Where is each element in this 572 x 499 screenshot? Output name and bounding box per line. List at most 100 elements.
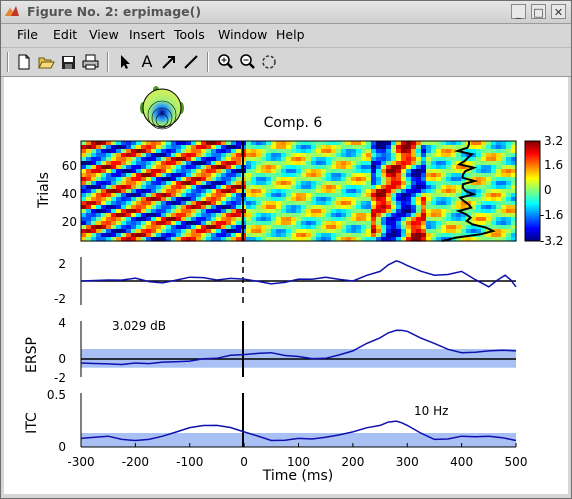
heatmap-cell <box>481 177 487 182</box>
heatmap-cell <box>491 217 497 222</box>
heatmap-cell <box>181 145 187 150</box>
heatmap-cell <box>356 217 362 222</box>
itc-tick-label: 0.5 <box>47 388 66 402</box>
heatmap-cell <box>471 157 477 162</box>
heatmap-cell <box>181 173 187 178</box>
title-bar[interactable]: Figure No. 2: erpimage() _ □ ✕ <box>1 1 571 24</box>
heatmap-cell <box>221 229 227 234</box>
heatmap-cell <box>436 193 442 198</box>
heatmap-cell <box>426 177 432 182</box>
heatmap-cell <box>411 153 417 158</box>
heatmap-cell <box>401 225 407 230</box>
zoom-in-icon[interactable] <box>215 52 235 72</box>
rotate-icon[interactable] <box>259 52 279 72</box>
heatmap-cell <box>381 237 387 242</box>
heatmap-cell <box>496 229 502 234</box>
heatmap-cell <box>306 189 312 194</box>
heatmap-cell <box>261 205 267 210</box>
heatmap-cell <box>86 197 92 202</box>
insert-text-icon[interactable]: A <box>141 52 153 71</box>
x-tick-label: 400 <box>450 455 473 469</box>
heatmap-cell <box>201 197 207 202</box>
insert-line-icon[interactable] <box>181 52 201 72</box>
heatmap-cell <box>381 201 387 206</box>
heatmap-cell <box>401 233 407 238</box>
heatmap-cell <box>351 237 357 242</box>
heatmap-cell <box>91 225 97 230</box>
print-icon[interactable] <box>80 52 100 72</box>
heatmap-cell <box>266 177 272 182</box>
open-folder-icon[interactable] <box>36 52 56 72</box>
menu-edit[interactable]: Edit <box>53 27 78 42</box>
heatmap-cell <box>291 217 297 222</box>
heatmap-cell <box>96 173 102 178</box>
heatmap-cell <box>506 237 512 242</box>
heatmap-cell <box>231 225 237 230</box>
minimize-button[interactable]: _ <box>511 4 526 19</box>
select-arrow-icon[interactable] <box>115 52 135 72</box>
heatmap-cell <box>486 181 492 186</box>
heatmap-cell <box>336 233 342 238</box>
heatmap-cell <box>321 185 327 190</box>
heatmap-cell <box>356 233 362 238</box>
heatmap-cell <box>291 145 297 150</box>
maximize-button[interactable]: □ <box>531 4 546 19</box>
menu-help[interactable]: Help <box>276 27 305 42</box>
heatmap-cell <box>486 217 492 222</box>
heatmap-cell <box>226 153 232 158</box>
menu-tools[interactable]: Tools <box>174 27 205 42</box>
heatmap-cell <box>86 141 92 146</box>
heatmap-cell <box>386 177 392 182</box>
heatmap-cell <box>366 221 372 226</box>
heatmap-cell <box>176 153 182 158</box>
heatmap-cell <box>276 221 282 226</box>
heatmap-cell <box>371 237 377 242</box>
heatmap-cell <box>356 185 362 190</box>
heatmap-cell <box>466 157 472 162</box>
heatmap-cell <box>236 229 242 234</box>
heatmap-cell <box>421 189 427 194</box>
heatmap-cell <box>346 213 352 218</box>
heatmap-cell <box>361 161 367 166</box>
heatmap-cell <box>426 237 432 242</box>
menu-view[interactable]: View <box>89 27 119 42</box>
insert-arrow-icon[interactable] <box>159 52 179 72</box>
heatmap-cell <box>221 225 227 230</box>
menu-file[interactable]: File <box>17 27 38 42</box>
heatmap-cell <box>441 213 447 218</box>
close-button[interactable]: ✕ <box>551 4 566 19</box>
heatmap-cell <box>476 173 482 178</box>
heatmap-cell <box>336 173 342 178</box>
heatmap-cell <box>91 169 97 174</box>
heatmap-cell <box>496 209 502 214</box>
heatmap-cell <box>331 221 337 226</box>
heatmap-cell <box>511 185 517 190</box>
heatmap-cell <box>356 153 362 158</box>
heatmap-cell <box>346 161 352 166</box>
heatmap-cell <box>361 145 367 150</box>
heatmap-cell <box>491 221 497 226</box>
menu-window[interactable]: Window <box>218 27 268 42</box>
heatmap-cell <box>296 165 302 170</box>
heatmap-cell <box>146 181 152 186</box>
heatmap-cell <box>346 193 352 198</box>
heatmap-cell <box>311 237 317 242</box>
heatmap-cell <box>456 161 462 166</box>
save-icon[interactable] <box>58 52 78 72</box>
heatmap-cell <box>191 237 197 242</box>
heatmap-cell <box>436 173 442 178</box>
heatmap-cell <box>236 225 242 230</box>
heatmap-cell <box>496 141 502 146</box>
heatmap-cell <box>511 149 517 154</box>
heatmap-cell <box>131 165 137 170</box>
heatmap-cell <box>86 145 92 150</box>
heatmap-cell <box>346 225 352 230</box>
zoom-out-icon[interactable] <box>237 52 257 72</box>
heatmap-cell <box>116 205 122 210</box>
heatmap-cell <box>341 217 347 222</box>
menu-insert[interactable]: Insert <box>129 27 165 42</box>
heatmap-cell <box>246 157 252 162</box>
heatmap-cell <box>201 217 207 222</box>
heatmap-cell <box>236 177 242 182</box>
new-file-icon[interactable] <box>14 52 34 72</box>
